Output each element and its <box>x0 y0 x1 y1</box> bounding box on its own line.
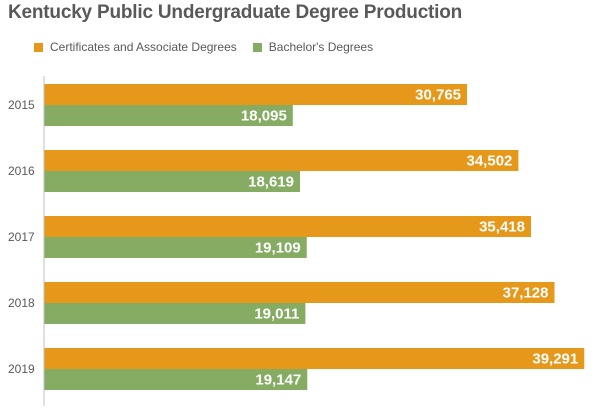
legend-label-bachelors: Bachelor's Degrees <box>268 40 374 54</box>
data-label-certificates-2019: 39,291 <box>532 351 578 368</box>
legend-item-certificates: Certificates and Associate Degrees <box>34 40 237 54</box>
data-label-certificates-2015: 30,765 <box>415 87 461 104</box>
legend-swatch-bachelors <box>252 42 262 52</box>
data-label-certificates-2018: 37,128 <box>503 285 549 302</box>
bar-bachelors-2019 <box>44 369 308 390</box>
data-label-bachelors-2018: 19,011 <box>254 306 299 323</box>
legend-swatch-certificates <box>34 42 43 52</box>
data-label-bachelors-2017: 19,109 <box>255 240 301 257</box>
bar-bachelors-2015 <box>44 105 293 126</box>
bar-certificates-2015 <box>44 84 468 105</box>
y-tick-label-2018: 2018 <box>8 296 35 310</box>
bar-certificates-2018 <box>44 282 555 303</box>
legend-label-certificates: Certificates and Associate Degrees <box>50 40 237 54</box>
y-tick-label-2019: 2019 <box>8 362 35 376</box>
bar-bachelors-2017 <box>44 237 307 258</box>
data-label-bachelors-2019: 19,147 <box>255 372 301 389</box>
legend: Certificates and Associate Degrees Bache… <box>34 40 389 54</box>
legend-item-bachelors: Bachelor's Degrees <box>252 40 374 54</box>
y-tick-label-2016: 2016 <box>8 164 35 178</box>
bar-certificates-2019 <box>44 348 585 369</box>
data-label-bachelors-2016: 18,619 <box>248 174 294 191</box>
data-label-bachelors-2015: 18,095 <box>241 108 287 125</box>
data-label-certificates-2016: 34,502 <box>467 153 513 170</box>
bar-certificates-2016 <box>44 150 519 171</box>
y-tick-label-2017: 2017 <box>8 230 35 244</box>
data-label-certificates-2017: 35,418 <box>479 219 525 236</box>
y-tick-label-2015: 2015 <box>8 98 35 112</box>
bar-certificates-2017 <box>44 216 531 237</box>
chart-title: Kentucky Public Undergraduate Degree Pro… <box>8 2 463 23</box>
bar-bachelors-2016 <box>44 171 301 192</box>
bar-bachelors-2018 <box>44 303 306 324</box>
